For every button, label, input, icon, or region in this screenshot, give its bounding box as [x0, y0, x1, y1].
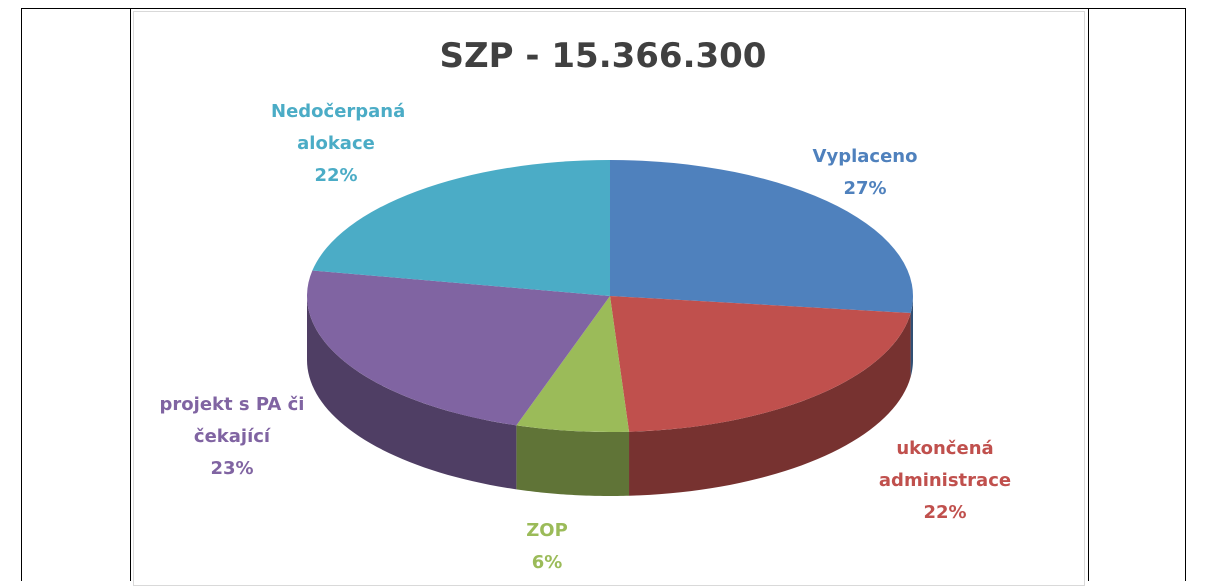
slice-side [629, 313, 911, 496]
data-label: ZOP 6% [497, 515, 597, 579]
slice-side [307, 296, 517, 490]
data-label: ukončená administrace 22% [875, 433, 1015, 529]
data-label: projekt s PA či čekající 23% [150, 389, 315, 485]
slice [516, 296, 630, 432]
slice-side [910, 296, 913, 378]
table-border [1088, 8, 1089, 581]
category-label: Vyplaceno [812, 146, 918, 167]
category-label: ZOP [526, 520, 568, 541]
slice [306, 270, 610, 426]
slice [312, 160, 610, 296]
percent-label: 23% [210, 458, 254, 479]
table-border [1185, 8, 1186, 581]
chart-title: SZP - 15.366.300 [439, 36, 767, 76]
category-label: projekt s PA či čekající [159, 394, 305, 447]
category-label: Nedočerpaná alokace [271, 101, 406, 154]
percent-label: 27% [843, 178, 887, 199]
percent-label: 22% [923, 502, 967, 523]
data-label: Nedočerpaná alokace 22% [271, 96, 406, 192]
slice [610, 160, 913, 314]
percent-label: 6% [531, 552, 563, 573]
percent-label: 22% [314, 165, 358, 186]
table-border [130, 8, 131, 581]
table-border [21, 8, 22, 581]
slice-side [516, 425, 630, 496]
category-label: ukončená administrace [878, 438, 1012, 491]
table-border [21, 8, 1186, 9]
data-label: Vyplaceno 27% [765, 141, 965, 205]
slice [610, 296, 911, 432]
